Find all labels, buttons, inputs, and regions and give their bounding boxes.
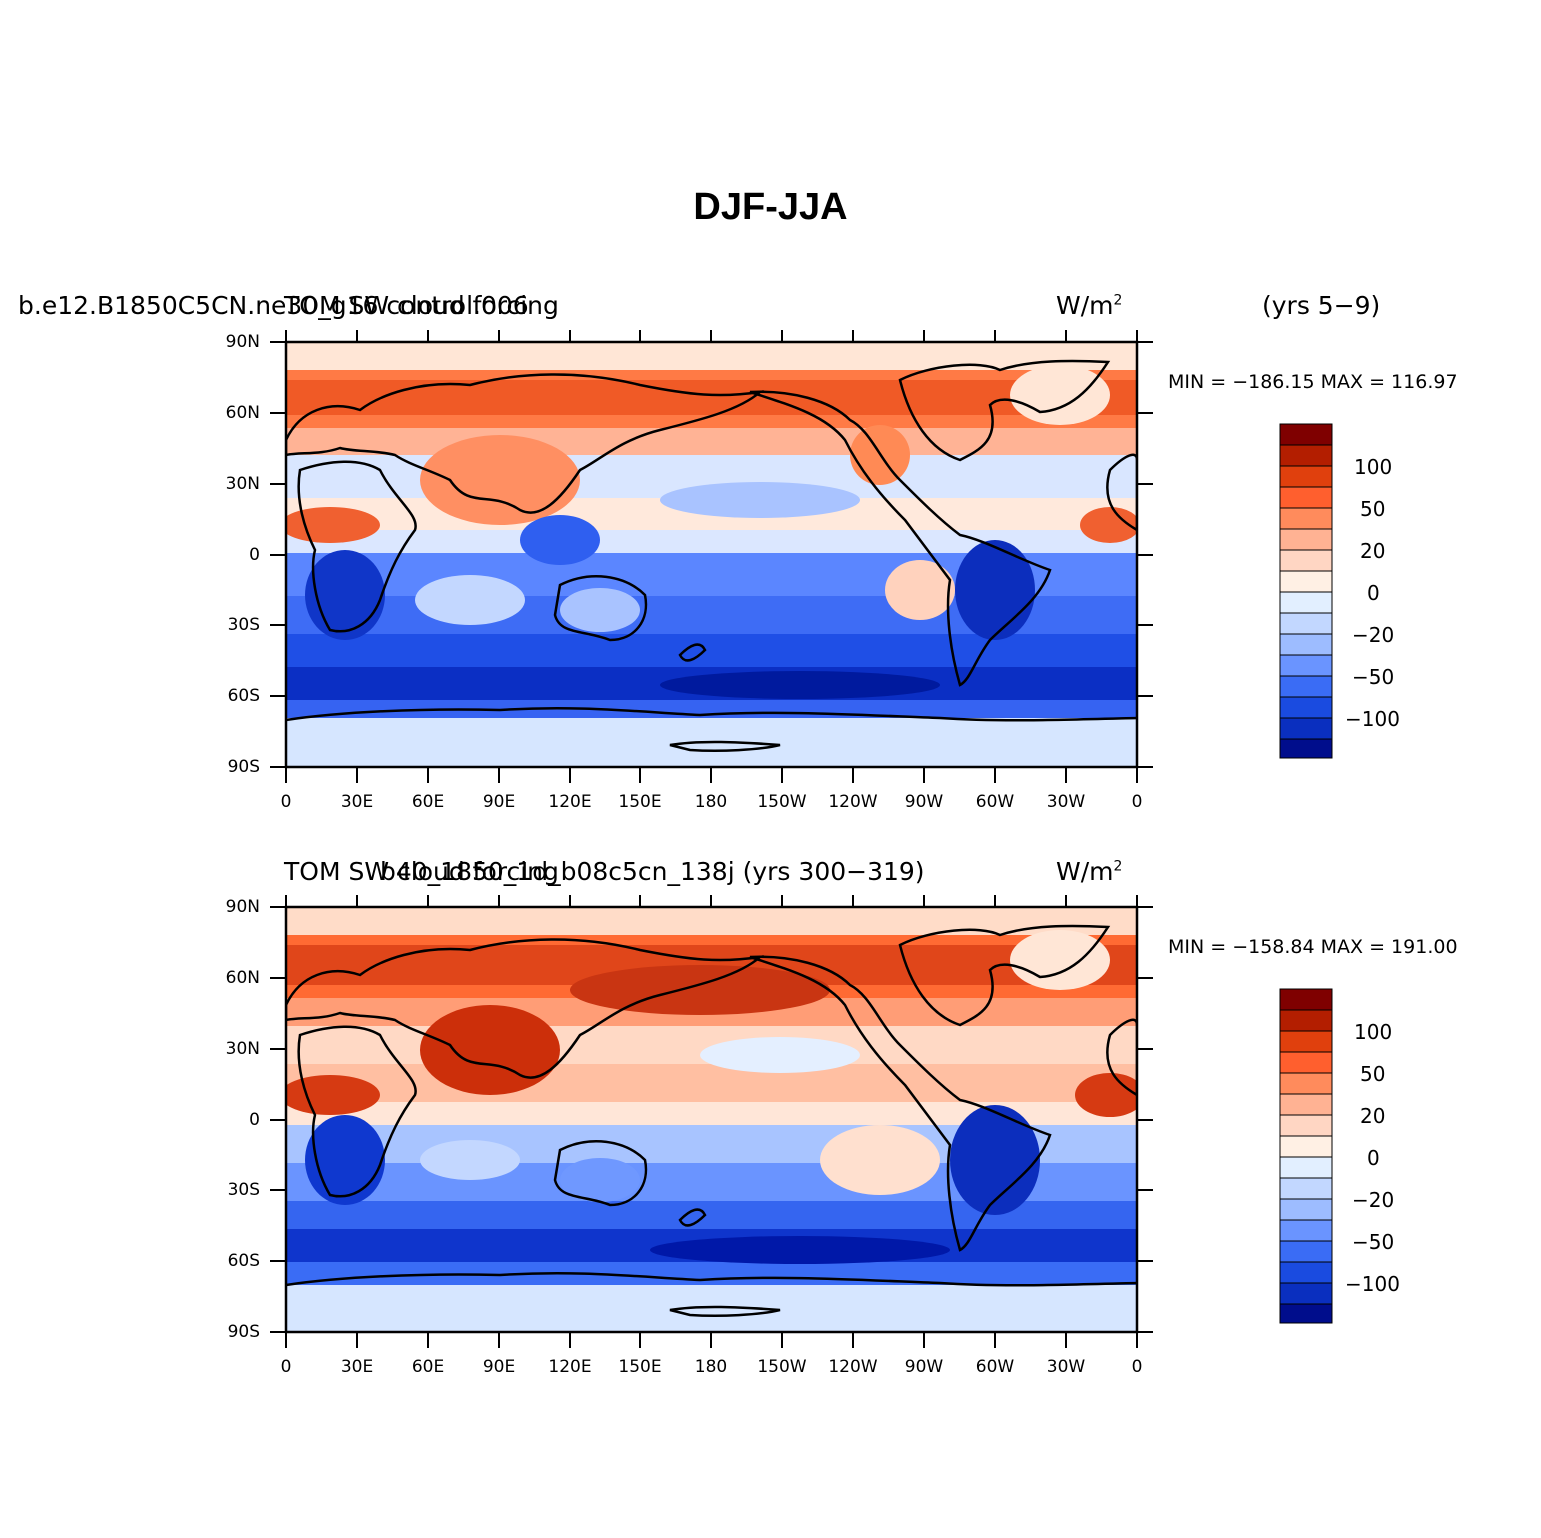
bottom-units-sup: 2: [1113, 858, 1123, 875]
top-lon-label-90w: 90W: [904, 792, 944, 812]
top-lon-label-150e: 150E: [618, 792, 662, 812]
bottom-lon-ticks: [285, 895, 1138, 1348]
top-units-text: W/m: [1056, 291, 1114, 320]
bottom-lon-label-150e: 150E: [618, 1357, 662, 1377]
top-coastlines: [286, 359, 1137, 752]
top-map: [270, 330, 1153, 783]
top-units-sup: 2: [1113, 292, 1123, 309]
bottom-cbar-label-m50: −50: [1352, 1230, 1395, 1254]
top-lon-label-90e: 90E: [482, 792, 516, 812]
top-cbar-label-0: 0: [1367, 581, 1380, 605]
bottom-lon-label-30e: 30E: [340, 1357, 374, 1377]
top-cbar-label-50: 50: [1360, 497, 1386, 521]
bottom-lon-label-90w: 90W: [904, 1357, 944, 1377]
figure-title: DJF-JJA: [693, 186, 848, 228]
top-lon-label-120e: 120E: [548, 792, 592, 812]
bottom-min-max: MIN = −158.84 MAX = 191.00: [1168, 936, 1458, 958]
top-lon-ticks: [285, 330, 1138, 783]
bottom-lat-label-60s: 60S: [227, 1251, 260, 1271]
bottom-lon-label-0-east: 0: [1131, 1357, 1143, 1377]
top-lon-label-180: 180: [694, 792, 728, 812]
top-cbar-label-20: 20: [1360, 539, 1386, 563]
bottom-lat-label-eq: 0: [249, 1110, 260, 1130]
bottom-left-label: TOM SW cloud forcing: [284, 857, 559, 886]
top-lat-label-90n: 90N: [225, 332, 260, 352]
bottom-lon-label-120e: 120E: [548, 1357, 592, 1377]
top-lat-label-30s: 30S: [227, 615, 260, 635]
bottom-cbar-label-20: 20: [1360, 1104, 1386, 1128]
bottom-lat-ticks: [270, 906, 1153, 1333]
top-right-label: (yrs 5−9): [1262, 291, 1381, 320]
bottom-units-label: W/m2: [1056, 857, 1122, 886]
top-map-field: [286, 342, 1137, 767]
bottom-lon-label-120w: 120W: [828, 1357, 878, 1377]
bottom-lon-label-150w: 150W: [757, 1357, 807, 1377]
bottom-units-text: W/m: [1056, 857, 1114, 886]
bottom-lon-label-180: 180: [694, 1357, 728, 1377]
bottom-coastlines: [286, 924, 1137, 1317]
bottom-lat-label-90n: 90N: [225, 897, 260, 917]
top-lon-label-0: 0: [280, 792, 292, 812]
top-center-label: TOM SW cloud forcing: [284, 291, 559, 320]
top-units-label: W/m2: [1056, 291, 1122, 320]
top-lon-label-120w: 120W: [828, 792, 878, 812]
top-cbar-label-m50: −50: [1352, 665, 1395, 689]
top-lat-label-60n: 60N: [225, 403, 260, 423]
top-lon-label-60w: 60W: [975, 792, 1015, 812]
bottom-lat-label-30n: 30N: [225, 1039, 260, 1059]
top-lat-label-30n: 30N: [225, 474, 260, 494]
top-lon-label-150w: 150W: [757, 792, 807, 812]
bottom-cbar-label-m100: −100: [1345, 1272, 1400, 1296]
top-lon-label-0-east: 0: [1131, 792, 1143, 812]
bottom-lon-label-60e: 60E: [411, 1357, 445, 1377]
bottom-lat-label-30s: 30S: [227, 1180, 260, 1200]
top-min-max: MIN = −186.15 MAX = 116.97: [1168, 371, 1458, 393]
bottom-map-field: [286, 907, 1137, 1332]
bottom-lat-label-60n: 60N: [225, 968, 260, 988]
top-cbar-label-m100: −100: [1345, 707, 1400, 731]
bottom-cbar-label-m20: −20: [1352, 1188, 1395, 1212]
bottom-lon-label-30w: 30W: [1046, 1357, 1086, 1377]
top-lat-label-eq: 0: [249, 545, 260, 565]
bottom-colorbar: [1279, 988, 1333, 1324]
bottom-map: [270, 895, 1153, 1348]
top-lat-label-60s: 60S: [227, 686, 260, 706]
bottom-lon-label-60w: 60W: [975, 1357, 1015, 1377]
top-lat-ticks: [270, 341, 1153, 768]
top-lon-label-30w: 30W: [1046, 792, 1086, 812]
bottom-colorbar-swatches: [1279, 988, 1333, 1324]
bottom-lon-label-90e: 90E: [482, 1357, 516, 1377]
top-colorbar: [1279, 423, 1333, 759]
top-left-label: b.e12.B1850C5CN.ne30_g16.control.006: [18, 291, 529, 320]
top-lon-label-60e: 60E: [411, 792, 445, 812]
top-cbar-label-m20: −20: [1352, 623, 1395, 647]
bottom-lon-label-0: 0: [280, 1357, 292, 1377]
bottom-lat-label-90s: 90S: [227, 1322, 260, 1342]
bottom-cbar-label-0: 0: [1367, 1146, 1380, 1170]
top-lon-label-30e: 30E: [340, 792, 374, 812]
top-cbar-label-100: 100: [1354, 455, 1393, 479]
top-colorbar-swatches: [1279, 423, 1333, 759]
top-lat-label-90s: 90S: [227, 757, 260, 777]
bottom-center-label: b40_1850_1d_b08c5cn_138j (yrs 300−319): [380, 857, 925, 886]
bottom-cbar-label-50: 50: [1360, 1062, 1386, 1086]
bottom-cbar-label-100: 100: [1354, 1020, 1393, 1044]
